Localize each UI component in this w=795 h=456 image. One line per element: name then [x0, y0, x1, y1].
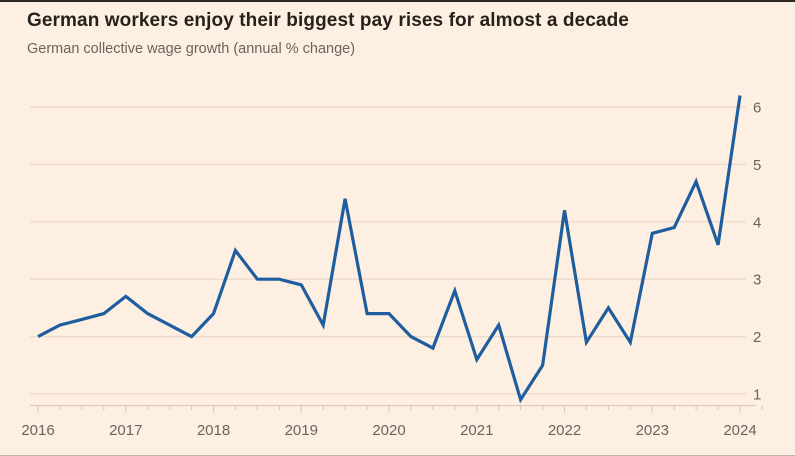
chart-subtitle: German collective wage growth (annual % … [27, 41, 356, 57]
y-axis-label: 4 [753, 214, 761, 231]
y-axis-label: 6 [753, 100, 761, 117]
x-axis-label: 2020 [372, 422, 405, 439]
x-axis-label: 2017 [109, 422, 142, 439]
x-axis-label: 2023 [636, 422, 669, 439]
y-axis-label: 3 [753, 272, 761, 289]
chart-header: German workers enjoy their biggest pay r… [27, 0, 768, 58]
y-axis-label: 5 [753, 157, 761, 174]
y-axis-label: 1 [753, 387, 761, 404]
x-axis-label: 2019 [285, 422, 318, 439]
x-axis-label: 2016 [21, 422, 54, 439]
top-border [0, 0, 795, 2]
chart-title: German workers enjoy their biggest pay r… [27, 10, 629, 31]
wage-growth-series-line [37, 95, 742, 404]
x-axis-label: 2022 [548, 422, 581, 439]
y-axis-label: 2 [753, 329, 761, 346]
x-axis-label: 2021 [460, 422, 493, 439]
x-axis-label: 2018 [197, 422, 230, 439]
x-axis-label: 2024 [723, 422, 756, 439]
